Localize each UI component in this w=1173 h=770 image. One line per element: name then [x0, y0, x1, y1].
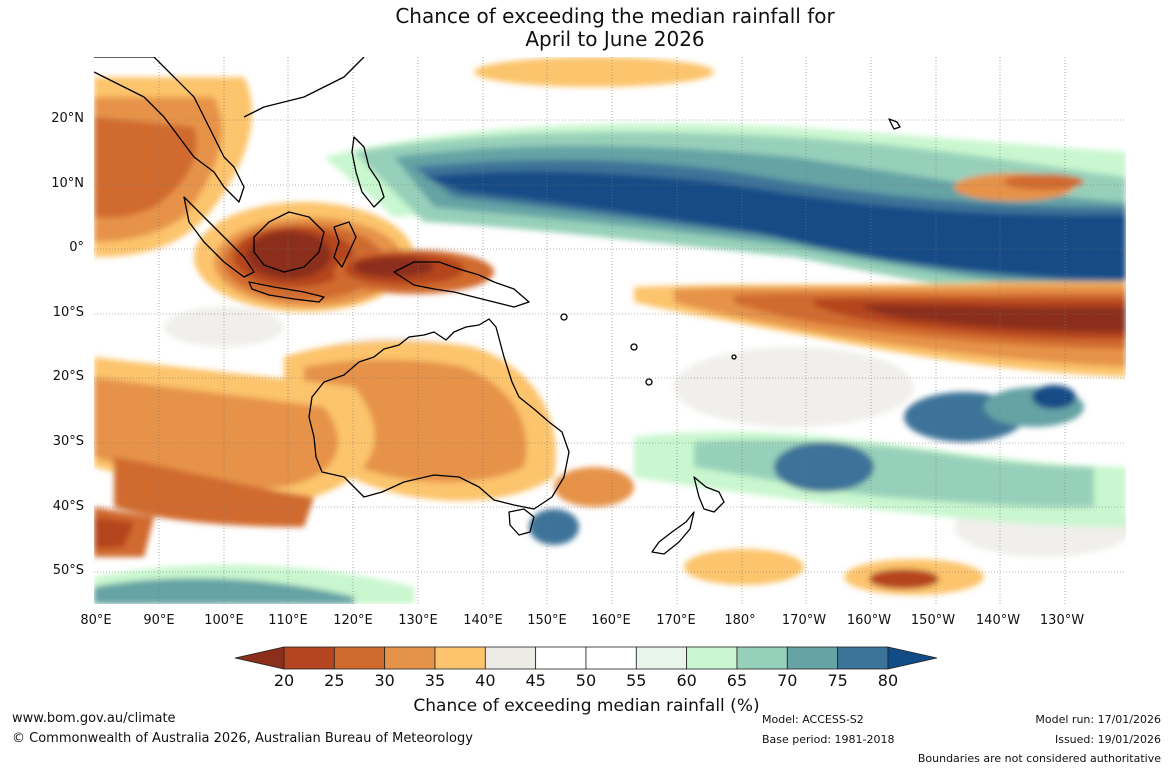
longitude-label: 150°W [910, 613, 956, 628]
colorbar-tick-label: 65 [726, 671, 748, 690]
longitude-label: 130°W [1039, 613, 1085, 628]
coastline-philippines [351, 136, 385, 208]
colorbar-title: Chance of exceeding median rainfall (%) [413, 696, 760, 716]
longitude-label: 180° [724, 613, 756, 628]
latitude-label-10n: 10°N [51, 176, 84, 191]
coastline-nz-north [693, 476, 725, 513]
longitude-label: 140°W [975, 613, 1021, 628]
copyright-text: © Commonwealth of Australia 2026, Austra… [12, 731, 473, 746]
colorbar-tick-label: 20 [273, 671, 295, 690]
model-run-date: Model run: 17/01/2026 [1035, 713, 1161, 726]
longitude-label: 170°W [781, 613, 827, 628]
colorbar-segment [384, 646, 436, 670]
coastline-sulawesi [333, 221, 357, 268]
latitude-label-40s: 40°S [52, 499, 84, 514]
rainfall-map [94, 57, 1126, 604]
longitude-label: 120°E [333, 613, 373, 628]
longitude-label: 100°E [204, 613, 244, 628]
longitude-label: 110°E [268, 613, 308, 628]
model-name: Model: ACCESS-S2 [762, 713, 864, 726]
colorbar-segment [786, 646, 839, 670]
colorbar-segment [434, 646, 486, 670]
longitude-label: 90°E [143, 613, 175, 628]
colorbar-segment [635, 646, 688, 670]
colorbar-tick-label: 45 [525, 671, 546, 690]
map-title-line1: Chance of exceeding the median rainfall … [395, 4, 835, 28]
boundaries-disclaimer: Boundaries are not considered authoritat… [917, 752, 1161, 765]
colorbar-segment [736, 646, 788, 670]
latitude-label-30s: 30°S [52, 434, 84, 449]
coastline-tasmania [508, 508, 535, 536]
coastline-se-asia [94, 57, 245, 203]
colorbar-tick-label: 40 [475, 671, 496, 690]
longitude-label: 160°E [591, 613, 631, 628]
coastline-new-guinea [393, 261, 530, 308]
latitude-label-10s: 10°S [52, 305, 84, 320]
coastline-sumatra [183, 196, 255, 278]
colorbar [234, 646, 938, 670]
colorbar-segment-above-80 [887, 646, 938, 670]
colorbar-segment [283, 646, 335, 670]
colorbar-tick-label: 70 [777, 671, 798, 690]
coastlines [94, 57, 901, 555]
graticule [94, 57, 1126, 604]
colorbar-tick-label: 75 [827, 671, 848, 690]
colorbar-segment [484, 646, 537, 670]
colorbar-tick-label: 80 [877, 671, 899, 690]
coastline-australia [308, 318, 570, 510]
colorbar-tick-label: 50 [575, 671, 597, 690]
colorbar-segment [333, 646, 386, 670]
longitude-label: 80°E [80, 613, 112, 628]
colorbar-tick-label: 60 [676, 671, 697, 690]
issued-date: Issued: 19/01/2026 [1054, 733, 1161, 746]
longitude-label: 130°E [398, 613, 438, 628]
base-period: Base period: 1981-2018 [762, 733, 895, 746]
coastline-borneo [253, 211, 325, 273]
colorbar-tick-label: 25 [324, 671, 345, 690]
latitude-label-20n: 20°N [51, 111, 84, 126]
colorbar-segment [535, 646, 587, 670]
colorbar-segment [837, 646, 889, 670]
coastline-china [243, 57, 365, 118]
colorbar-segment [585, 646, 637, 670]
longitude-label: 140°E [463, 613, 503, 628]
probability-shading [94, 57, 1126, 604]
colorbar-segment-below-20 [234, 646, 285, 670]
coastline-nz-south [651, 511, 695, 555]
coastline-hawaii [888, 118, 901, 130]
colorbar-segment [686, 646, 738, 670]
longitude-label: 170°E [656, 613, 696, 628]
website-link[interactable]: www.bom.gov.au/climate [12, 711, 176, 726]
latitude-label-20s: 20°S [52, 369, 84, 384]
colorbar-tick-label: 35 [424, 671, 446, 690]
latitude-label-0: 0° [69, 240, 84, 255]
colorbar-tick-label: 55 [626, 671, 647, 690]
latitude-label-50s: 50°S [52, 563, 84, 578]
coastline-java [248, 281, 325, 303]
longitude-label: 150°E [527, 613, 567, 628]
colorbar-tick-label: 30 [374, 671, 395, 690]
longitude-label: 160°W [846, 613, 892, 628]
map-title-line2: April to June 2026 [525, 27, 705, 51]
